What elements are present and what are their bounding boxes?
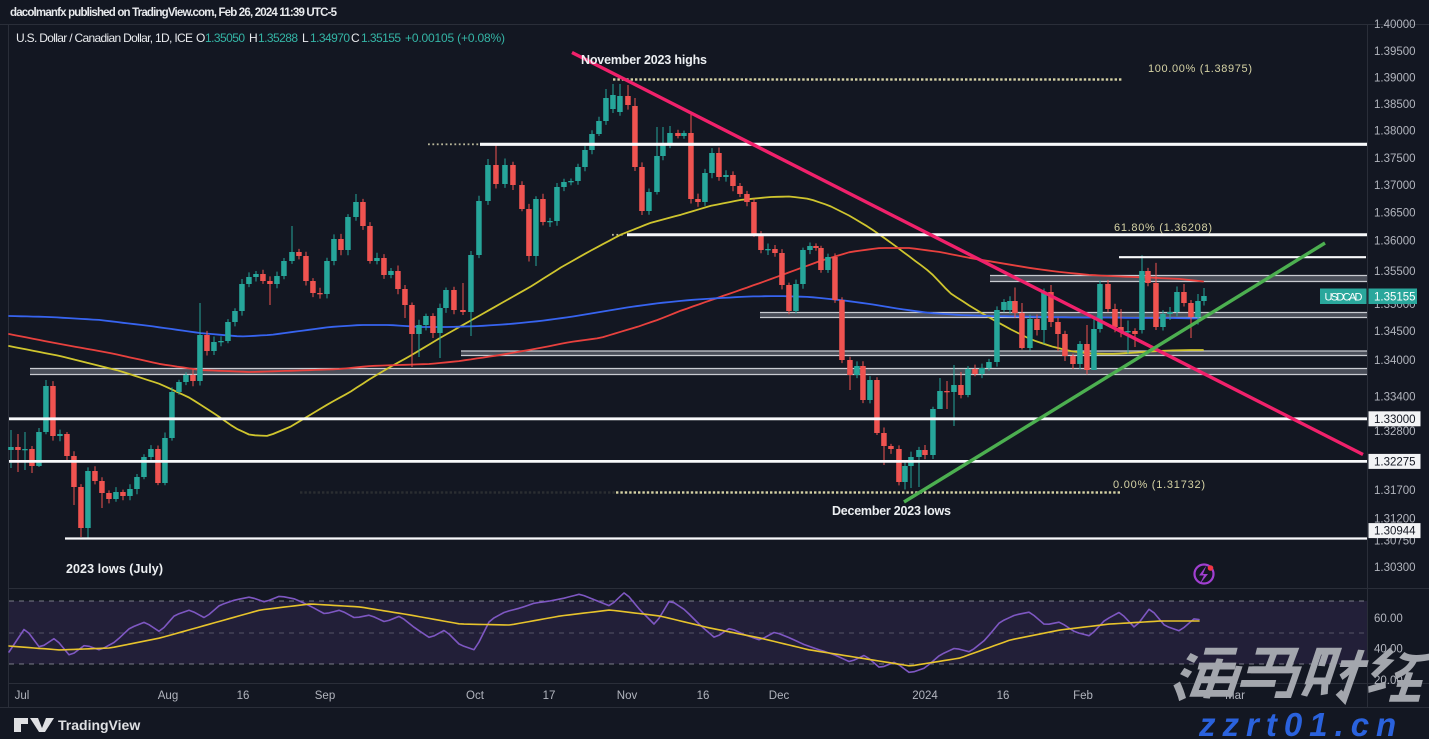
svg-text:1.33400: 1.33400: [1374, 392, 1416, 404]
svg-text:Sep: Sep: [315, 690, 335, 702]
svg-text:2023 lows (July): 2023 lows (July): [66, 562, 163, 576]
svg-text:1.34970: 1.34970: [310, 31, 350, 45]
svg-text:L: L: [302, 31, 309, 45]
svg-text:16: 16: [997, 690, 1010, 702]
svg-text:1.40000: 1.40000: [1374, 19, 1416, 31]
svg-text:1.35288: 1.35288: [258, 31, 298, 45]
svg-text:1.30750: 1.30750: [1374, 536, 1416, 548]
svg-text:1.36000: 1.36000: [1374, 236, 1416, 248]
svg-text:1.39500: 1.39500: [1374, 46, 1416, 58]
svg-text:1.31700: 1.31700: [1374, 485, 1416, 497]
svg-text:17: 17: [543, 690, 556, 702]
svg-text:1.34500: 1.34500: [1374, 326, 1416, 338]
svg-text:100.00% (1.38975): 100.00% (1.38975): [1148, 63, 1252, 75]
svg-text:TradingView: TradingView: [58, 717, 140, 733]
svg-text:1.39000: 1.39000: [1374, 73, 1416, 85]
svg-text:Oct: Oct: [466, 690, 485, 702]
svg-text:1.35155: 1.35155: [1374, 292, 1416, 304]
svg-text:C: C: [351, 31, 360, 45]
svg-text:1.33000: 1.33000: [1374, 414, 1416, 426]
svg-text:60.00: 60.00: [1374, 613, 1403, 625]
svg-text:December 2023 lows: December 2023 lows: [832, 504, 951, 518]
svg-text:1.32800: 1.32800: [1374, 426, 1416, 438]
svg-text:1.31200: 1.31200: [1374, 514, 1416, 526]
svg-text:2024: 2024: [912, 690, 938, 702]
svg-text:16: 16: [237, 690, 250, 702]
svg-text:Feb: Feb: [1073, 690, 1093, 702]
svg-text:1.30300: 1.30300: [1374, 562, 1416, 574]
svg-text:+0.00105 (+0.08%): +0.00105 (+0.08%): [405, 31, 505, 45]
svg-text:1.35050: 1.35050: [205, 31, 245, 45]
svg-text:1.38500: 1.38500: [1374, 99, 1416, 111]
svg-text:1.34000: 1.34000: [1374, 355, 1416, 367]
svg-text:0.00% (1.31732): 0.00% (1.31732): [1113, 479, 1205, 491]
svg-text:61.80% (1.36208): 61.80% (1.36208): [1114, 222, 1212, 234]
svg-text:USDCAD: USDCAD: [1325, 292, 1363, 304]
svg-text:1.35155: 1.35155: [361, 31, 401, 45]
svg-text:1.30944: 1.30944: [1374, 526, 1416, 538]
svg-text:Aug: Aug: [158, 690, 178, 702]
svg-text:Dec: Dec: [769, 690, 790, 702]
svg-text:Nov: Nov: [617, 690, 638, 702]
svg-text:H: H: [249, 31, 258, 45]
svg-text:1.38000: 1.38000: [1374, 126, 1416, 138]
svg-text:zzrt01.cn: zzrt01.cn: [1198, 706, 1403, 739]
svg-text:O: O: [196, 31, 205, 45]
svg-text:1.37000: 1.37000: [1374, 180, 1416, 192]
svg-text:Jul: Jul: [15, 690, 30, 702]
svg-text:1.37500: 1.37500: [1374, 153, 1416, 165]
svg-text:November 2023 highs: November 2023 highs: [581, 53, 707, 67]
svg-text:1.35500: 1.35500: [1374, 266, 1416, 278]
svg-text:dacolmanfx published on Tradin: dacolmanfx published on TradingView.com,…: [10, 7, 338, 19]
svg-text:1.36500: 1.36500: [1374, 208, 1416, 220]
svg-text:U.S. Dollar / Canadian Dollar,: U.S. Dollar / Canadian Dollar, 1D, ICE: [16, 31, 193, 45]
svg-text:16: 16: [697, 690, 710, 702]
svg-text:1.32275: 1.32275: [1374, 456, 1416, 468]
